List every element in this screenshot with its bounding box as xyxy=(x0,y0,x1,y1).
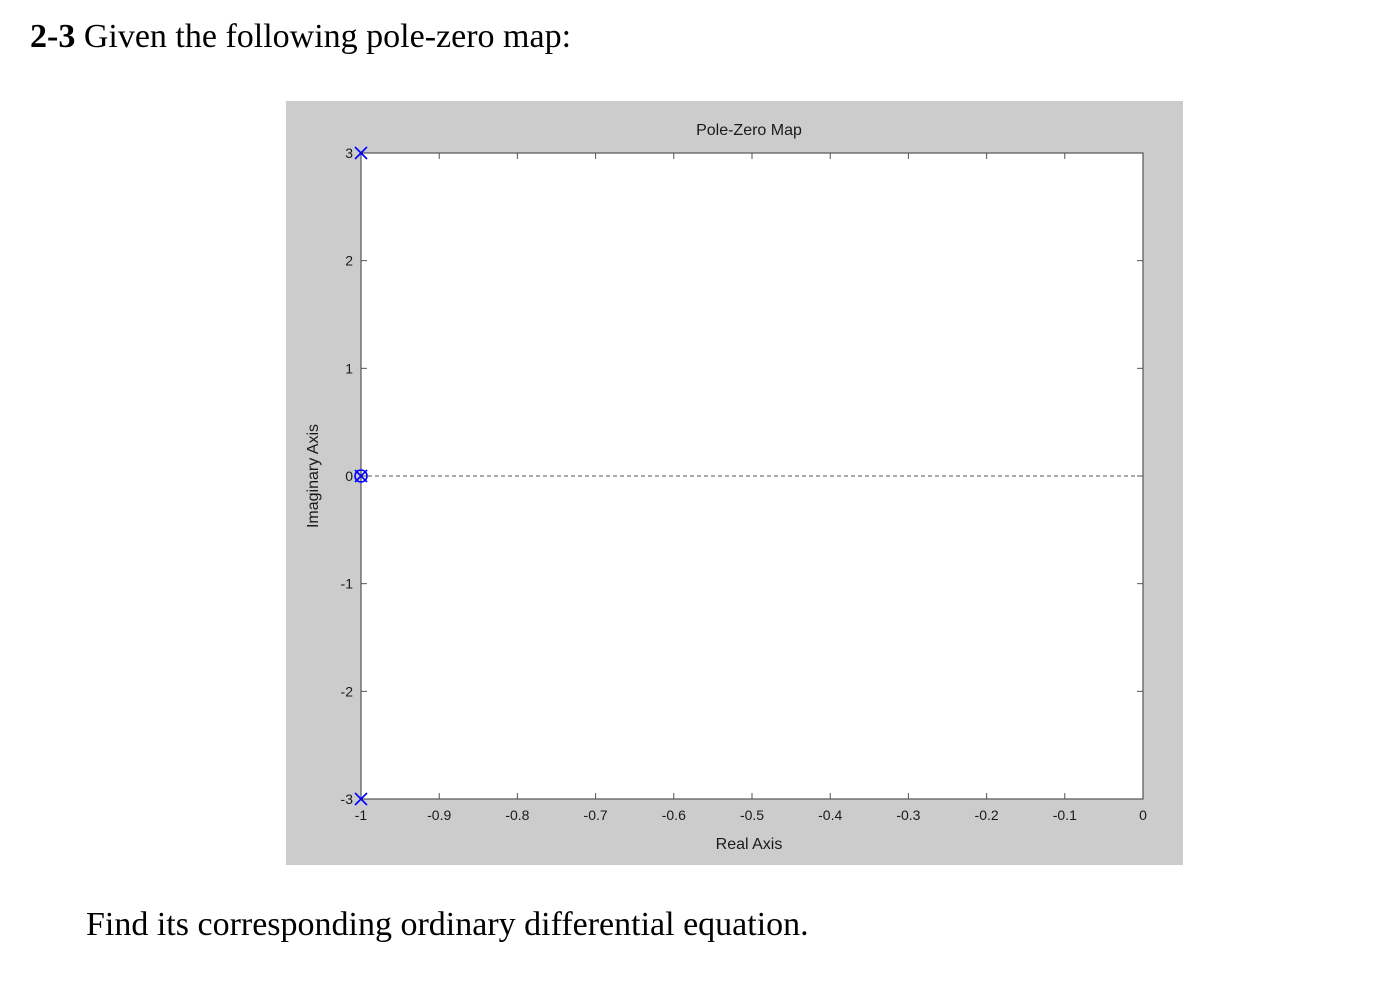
y-tick-label: 3 xyxy=(345,145,353,161)
x-tick-label: -0.8 xyxy=(505,807,529,823)
x-tick-label: -1 xyxy=(355,807,368,823)
zero-marker xyxy=(354,469,368,483)
y-tick-label: -1 xyxy=(341,576,354,592)
x-tick-label: -0.7 xyxy=(584,807,608,823)
y-tick-label: -2 xyxy=(341,683,354,699)
x-tick-label: -0.5 xyxy=(740,807,764,823)
y-tick-label: 2 xyxy=(345,253,353,269)
plot-area xyxy=(360,152,1144,800)
y-axis-label: Imaginary Axis xyxy=(305,424,322,528)
pole-zero-chart: -1 -0.9 -0.8 -0.7 -0.6 -0.5 -0.4 -0.3 -0.2 -0.1 0 … xyxy=(305,122,1147,853)
pole-marker xyxy=(354,792,368,806)
x-tick-label: -0.2 xyxy=(975,807,999,823)
y-tick-label: 1 xyxy=(345,360,353,376)
pole-marker xyxy=(354,469,368,483)
x-tick-label: -0.4 xyxy=(818,807,842,823)
x-tick-label: 0 xyxy=(1139,807,1147,823)
pole-marker xyxy=(354,146,368,160)
question-text: Find its corresponding ordinary differen… xyxy=(86,906,809,943)
x-axis-label: Real Axis xyxy=(716,836,783,853)
x-tick-label: -0.1 xyxy=(1053,807,1077,823)
problem-number: 2-3 xyxy=(30,18,76,55)
axis-ticks xyxy=(360,152,1144,800)
pole-zero-figure: -1 -0.9 -0.8 -0.7 -0.6 -0.5 -0.4 -0.3 -0.2 -0.1 0 … xyxy=(286,101,1183,865)
y-tick-label: 0 xyxy=(345,468,353,484)
x-tick-label: -0.9 xyxy=(427,807,451,823)
problem-text: Given the following pole-zero map: xyxy=(83,18,572,55)
y-tick-label: -3 xyxy=(341,791,354,807)
pole-stroke xyxy=(354,469,368,483)
x-tick-label: -0.6 xyxy=(662,807,686,823)
chart-title: Pole-Zero Map xyxy=(696,122,802,139)
y-tick-labels: -3 -2 -1 0 1 2 3 xyxy=(341,145,354,807)
pole-stroke xyxy=(354,792,368,806)
problem-heading: 2-3 Given the following pole-zero map: xyxy=(30,18,571,56)
pole-stroke xyxy=(354,146,368,160)
x-tick-label: -0.3 xyxy=(896,807,920,823)
pole-zero-markers xyxy=(354,146,368,806)
x-tick-labels: -1 -0.9 -0.8 -0.7 -0.6 -0.5 -0.4 -0.3 -0.2 -0.1 0 xyxy=(355,807,1147,823)
